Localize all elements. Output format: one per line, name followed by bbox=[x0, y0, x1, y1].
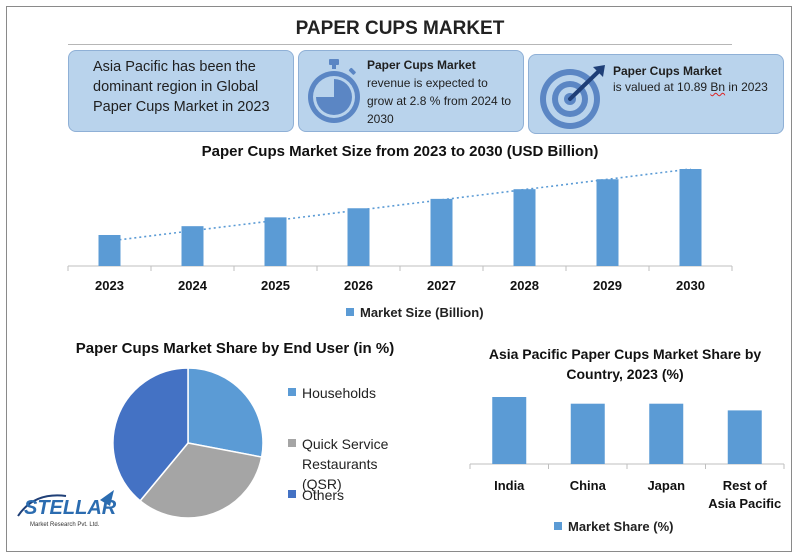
bar-japan bbox=[649, 403, 684, 464]
end-user-pie-chart bbox=[112, 367, 264, 519]
card-growth-text: revenue is expected to grow at 2.8 % fro… bbox=[367, 76, 512, 126]
card-growth-rate: Paper Cups Market revenue is expected to… bbox=[298, 50, 524, 132]
apac-share-chart: India China Japan Rest of Asia Pacific Market… bbox=[469, 397, 785, 534]
stopwatch-icon bbox=[308, 59, 360, 123]
legend-swatch bbox=[346, 308, 354, 316]
logo-tagline: Market Research Pvt. Ltd. bbox=[30, 522, 100, 528]
title-divider bbox=[68, 44, 732, 45]
x-tick-label: 2029 bbox=[593, 278, 622, 293]
bar-2026 bbox=[347, 208, 370, 266]
page-title: PAPER CUPS MARKET bbox=[295, 18, 505, 39]
bar-rest-of-asia-pacific bbox=[727, 410, 762, 464]
legend-label: Market Size (Billion) bbox=[360, 305, 484, 320]
pie-slice-others bbox=[112, 367, 189, 502]
x-tick-label: 2026 bbox=[344, 278, 373, 293]
bar-2027 bbox=[430, 198, 453, 266]
x-tick-label: 2025 bbox=[261, 278, 290, 293]
bar-2028 bbox=[513, 189, 536, 266]
card-value-heading: Paper Cups Market bbox=[613, 64, 722, 78]
pie-legend-households: Households bbox=[288, 383, 376, 403]
bar-2024 bbox=[181, 226, 204, 266]
legend-swatch bbox=[554, 522, 562, 530]
x-tick-label: 2028 bbox=[510, 278, 539, 293]
logo-name: STELLAR bbox=[24, 497, 117, 519]
pie-legend-label: Others bbox=[302, 487, 345, 503]
x-tick-label: 2030 bbox=[676, 278, 705, 293]
apac-chart-title: Asia Pacific Paper Cups Market Share by … bbox=[488, 346, 762, 382]
x-tick-label: China bbox=[570, 478, 607, 493]
bar-2025 bbox=[264, 217, 287, 266]
card-value-text-block: Paper Cups Market is valued at 10.89 Bn … bbox=[613, 63, 779, 95]
pie-legend-label: Quick Service Restaurants (QSR) bbox=[302, 436, 389, 492]
card-dominant-region: Asia Pacific has been the dominant regio… bbox=[68, 50, 294, 132]
pie-legend-qsr: Quick Service Restaurants (QSR) bbox=[288, 434, 420, 494]
bar-2023 bbox=[98, 234, 121, 266]
x-tick-label: 2027 bbox=[427, 278, 456, 293]
x-tick-label: 2024 bbox=[178, 278, 208, 293]
bar-china bbox=[570, 403, 605, 464]
x-tick-label: 2023 bbox=[95, 278, 124, 293]
legend-label: Market Share (%) bbox=[568, 519, 673, 534]
card-growth-heading: Paper Cups Market bbox=[367, 58, 476, 72]
households-swatch bbox=[288, 388, 296, 396]
card-dominant-region-text: Asia Pacific has been the dominant regio… bbox=[93, 59, 270, 115]
card-value-text-after: in 2023 bbox=[725, 80, 768, 94]
pie-slice-households bbox=[187, 367, 264, 458]
bar-2029 bbox=[596, 179, 619, 266]
market-size-chart-title: Paper Cups Market Size from 2023 to 2030… bbox=[201, 143, 599, 160]
target-icon bbox=[540, 65, 605, 129]
x-tick-label: Japan bbox=[647, 478, 685, 493]
x-tick-label: India bbox=[494, 478, 525, 493]
card-growth-text-block: Paper Cups Market revenue is expected to… bbox=[367, 56, 517, 128]
market-size-chart: 2023 2024 2025 2026 2027 2028 2029 2030 Market S… bbox=[67, 168, 733, 320]
bar-2030 bbox=[679, 169, 702, 266]
others-swatch bbox=[288, 490, 296, 498]
stellar-logo: STELLAR Market Research Pvt. Ltd. bbox=[17, 490, 117, 528]
x-tick-label: Rest of Asia Pacific bbox=[708, 478, 781, 511]
card-value-unit: Bn bbox=[710, 80, 726, 94]
card-market-value: Paper Cups Market is valued at 10.89 Bn … bbox=[528, 54, 784, 134]
end-user-chart-title: Paper Cups Market Share by End User (in … bbox=[75, 340, 395, 357]
pie-slice-qsr bbox=[139, 442, 263, 519]
card-value-text-before: is valued at 10.89 bbox=[613, 80, 711, 94]
bar-india bbox=[492, 397, 527, 464]
pie-legend-label: Households bbox=[302, 385, 376, 401]
qsr-swatch bbox=[288, 439, 296, 447]
pie-legend-others: Others bbox=[288, 485, 344, 505]
